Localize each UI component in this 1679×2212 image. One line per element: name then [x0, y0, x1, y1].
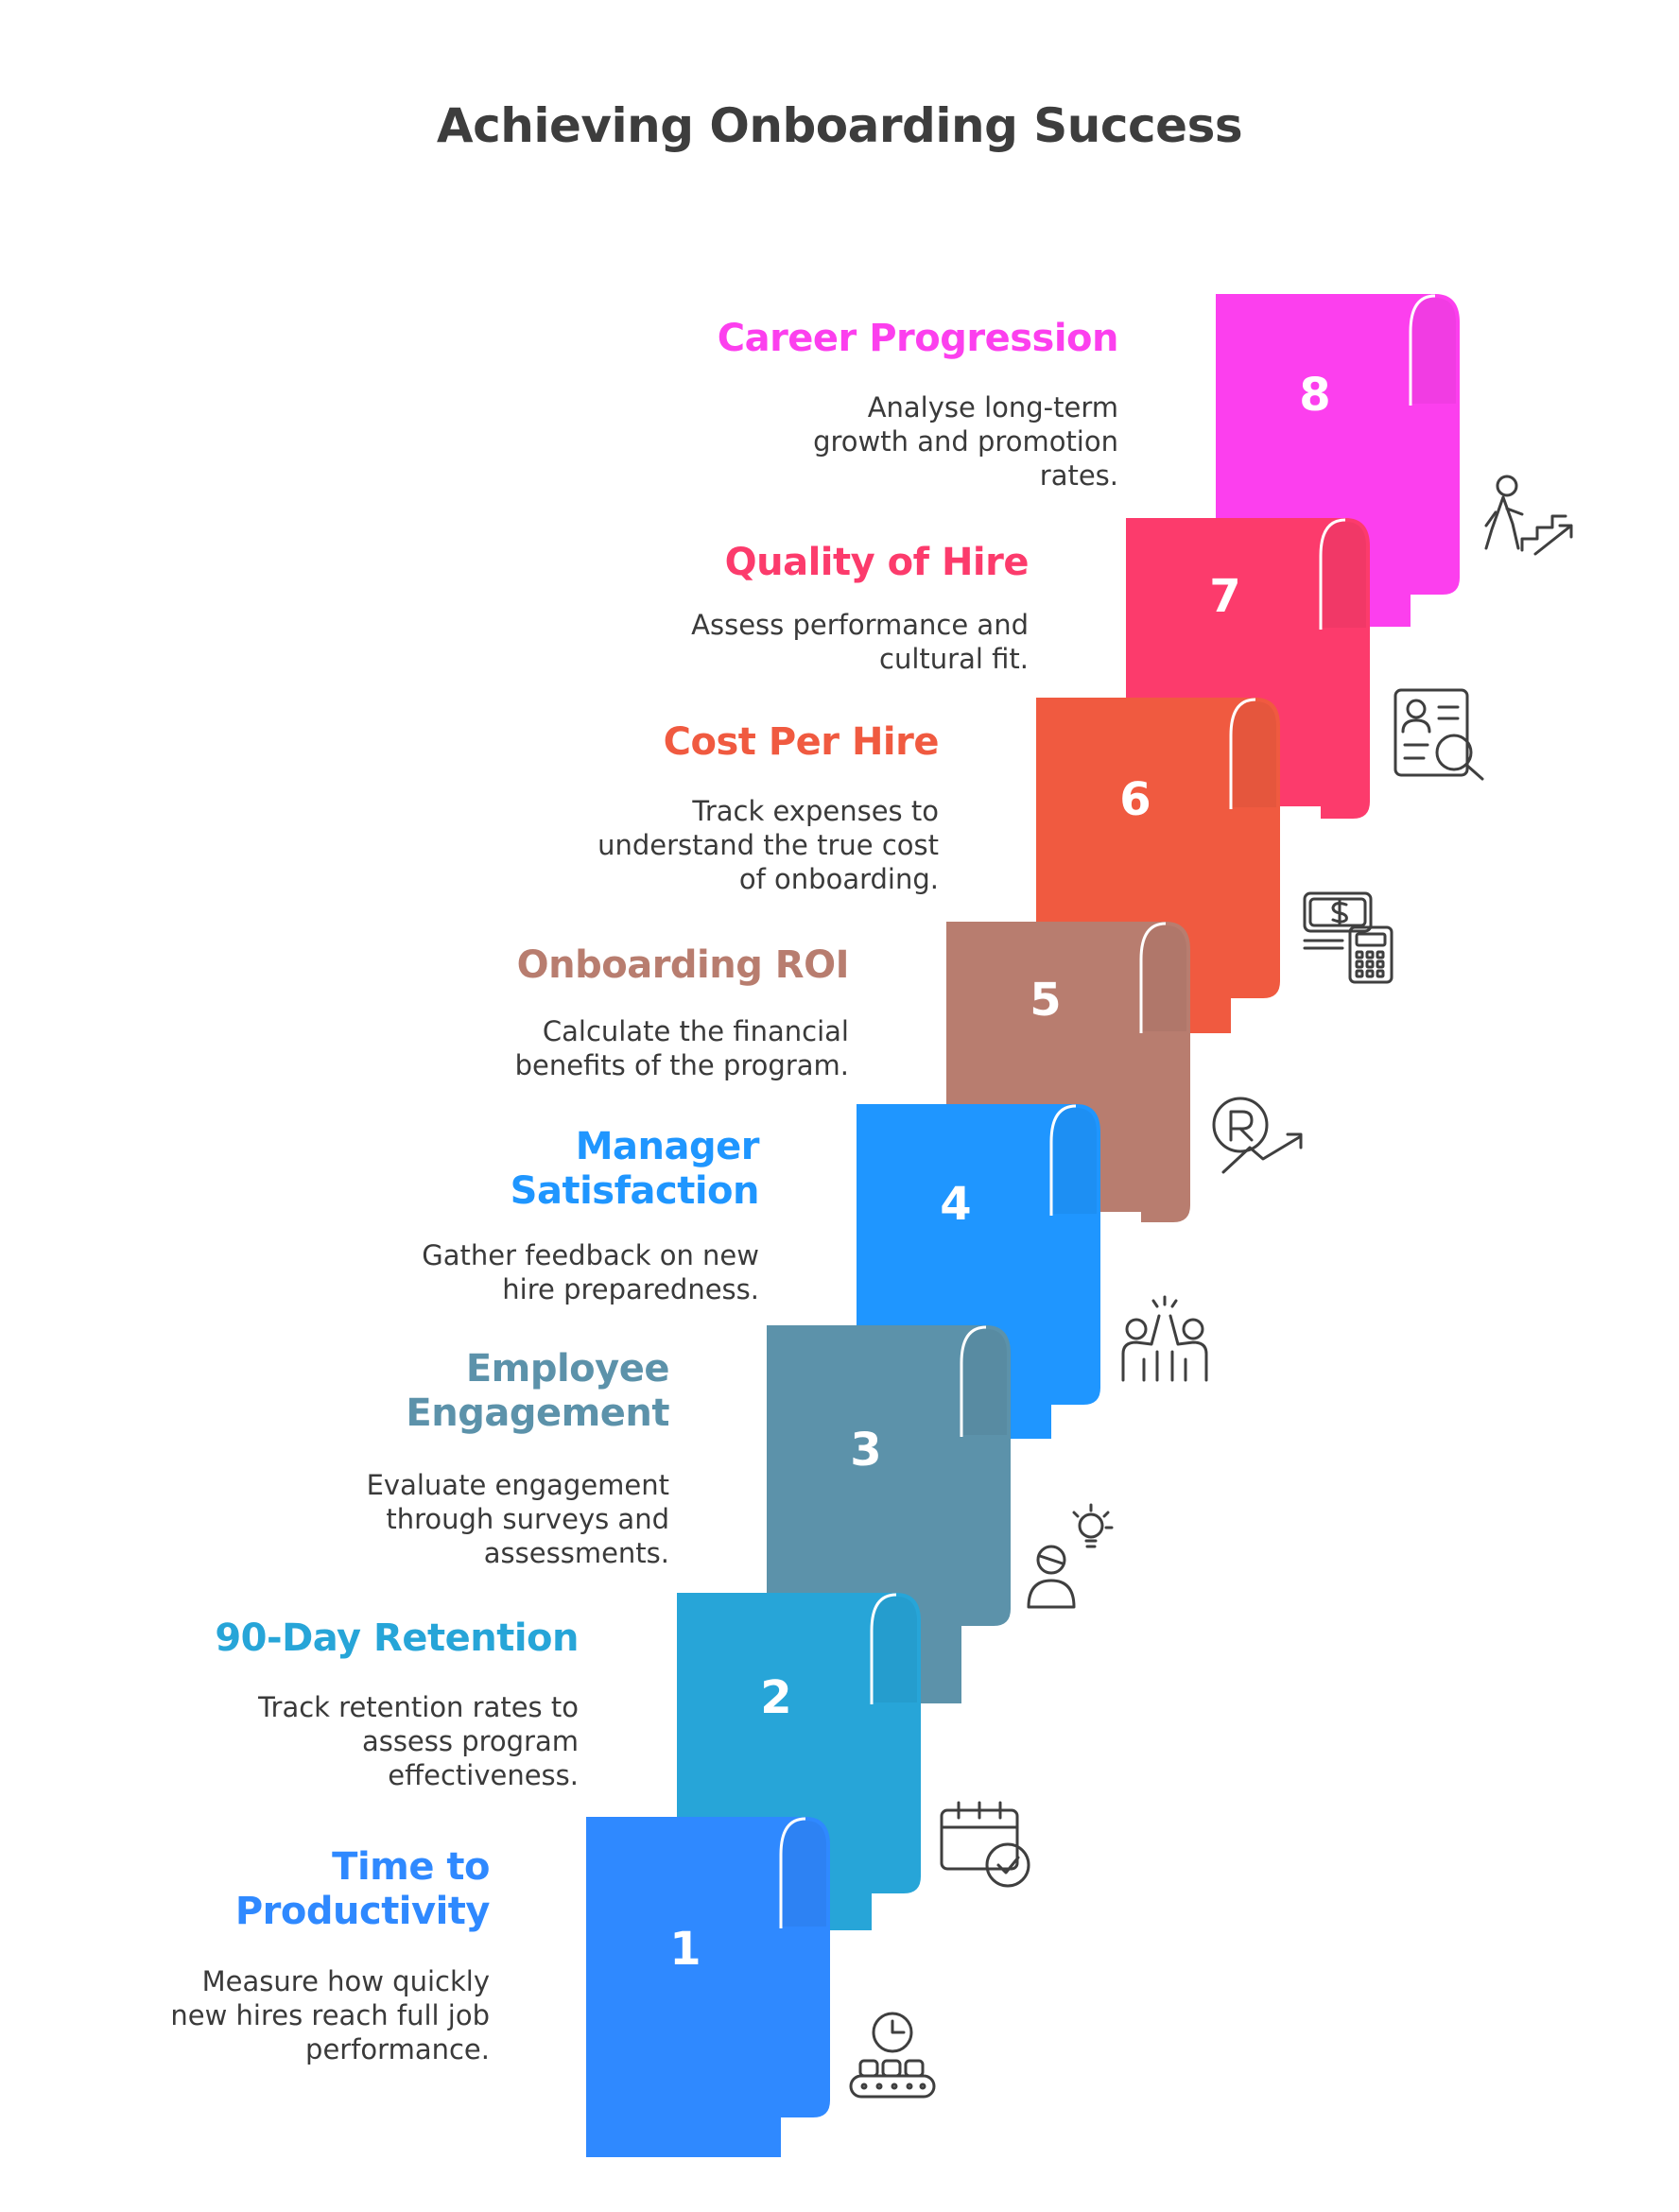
step-number: 1 [669, 1923, 701, 1976]
step-description-line: through surveys and [386, 1503, 669, 1535]
ribbon-body [586, 1817, 805, 2157]
step-number: 5 [1030, 974, 1061, 1027]
step-description: Track retention rates to assess program ef… [258, 1690, 579, 1792]
ribbon-curl [1411, 294, 1460, 595]
step-description-line: Calculate the financial [542, 1015, 849, 1047]
calendar-check-icon [940, 1801, 1030, 1888]
step-description: Evaluate engagement through surveys and as… [367, 1468, 669, 1570]
step-number: 6 [1119, 773, 1151, 826]
step-number: 8 [1299, 369, 1330, 422]
step-description-line: performance. [305, 2033, 490, 2065]
rand-growth-icon [1212, 1097, 1303, 1174]
step-description-line: Evaluate engagement [366, 1469, 669, 1501]
page-title: Achieving Onboarding Success [436, 98, 1243, 153]
step-description-line: of onboarding. [738, 863, 939, 895]
ribbon-curl [1231, 698, 1280, 998]
step-heading: Onboarding ROI [516, 943, 850, 988]
step-description: Calculate the financial benefits of the p… [515, 1014, 849, 1082]
step-description-line: Analyse long-term [867, 391, 1118, 423]
step-heading-line: Onboarding ROI [516, 943, 850, 987]
step-heading-line: 90-Day Retention [215, 1616, 579, 1660]
step-description-line: new hires reach full job [170, 1999, 490, 2031]
step-description-line: Assess performance and [691, 609, 1029, 641]
step-description: Measure how quickly new hires reach full … [170, 1964, 490, 2066]
step-heading-line: Employee [465, 1347, 670, 1391]
step-heading-line: Manager [575, 1125, 760, 1168]
step-description: Gather feedback on new hire preparedness. [422, 1238, 759, 1306]
clock-conveyor-icon [849, 2012, 936, 2099]
step-heading: Cost Per Hire [663, 720, 940, 765]
ribbon-curl [1141, 922, 1190, 1222]
step-heading: 90-Day Retention [215, 1616, 579, 1661]
step-description-line: assessments. [483, 1537, 669, 1569]
step-number: 4 [940, 1178, 971, 1231]
step-description-line: benefits of the program. [514, 1049, 849, 1081]
step-heading: Manager Satisfaction [510, 1125, 760, 1214]
step-heading-line: Satisfaction [510, 1169, 760, 1213]
step-description-line: Track retention rates to [258, 1691, 579, 1723]
step-description-line: assess program [361, 1725, 579, 1757]
step-heading: Quality of Hire [724, 541, 1030, 585]
money-calculator-icon [1303, 891, 1393, 984]
step-heading: Employee Engagement [406, 1347, 669, 1436]
profile-search-icon [1393, 688, 1484, 781]
step-heading: Career Progression [717, 317, 1119, 361]
step-heading-line: Productivity [234, 1890, 491, 1933]
step-heading-line: Engagement [406, 1391, 669, 1435]
step-description-line: rates. [1039, 459, 1118, 492]
step-description-line: Gather feedback on new [422, 1239, 759, 1271]
step-number: 3 [850, 1424, 881, 1477]
step-description: Analyse long-term growth and promotion rat… [813, 390, 1118, 493]
step-description: Track expenses to understand the true cos… [597, 794, 939, 896]
step-heading-line: Quality of Hire [724, 541, 1030, 584]
step-heading-line: Time to [332, 1845, 490, 1889]
step-description-line: understand the true cost [597, 829, 939, 861]
step-description-line: growth and promotion [813, 425, 1118, 458]
step-description-line: cultural fit. [879, 643, 1029, 675]
high-five-icon [1121, 1295, 1208, 1382]
ribbon-curl [781, 1817, 830, 2117]
person-stairs-icon [1484, 475, 1573, 556]
step-description-line: hire preparedness. [502, 1273, 759, 1305]
step-8: 8 [1216, 294, 1573, 627]
step-number: 2 [760, 1671, 791, 1724]
step-heading-line: Cost Per Hire [663, 720, 940, 764]
ribbon-curl [961, 1325, 1011, 1626]
person-idea-icon [1027, 1503, 1114, 1609]
step-heading: Time to Productivity [234, 1845, 491, 1934]
step-description: Assess performance and cultural fit. [691, 608, 1029, 676]
ribbon-curl [1321, 518, 1370, 819]
step-description-line: effectiveness. [388, 1759, 579, 1791]
step-1: 1 [586, 1817, 936, 2157]
step-description-line: Measure how quickly [201, 1965, 490, 1997]
ribbon-curl [872, 1593, 921, 1893]
step-heading-line: Career Progression [717, 317, 1119, 360]
ribbon-curl [1051, 1104, 1100, 1405]
step-description-line: Track expenses to [692, 795, 939, 827]
step-number: 7 [1209, 570, 1240, 623]
